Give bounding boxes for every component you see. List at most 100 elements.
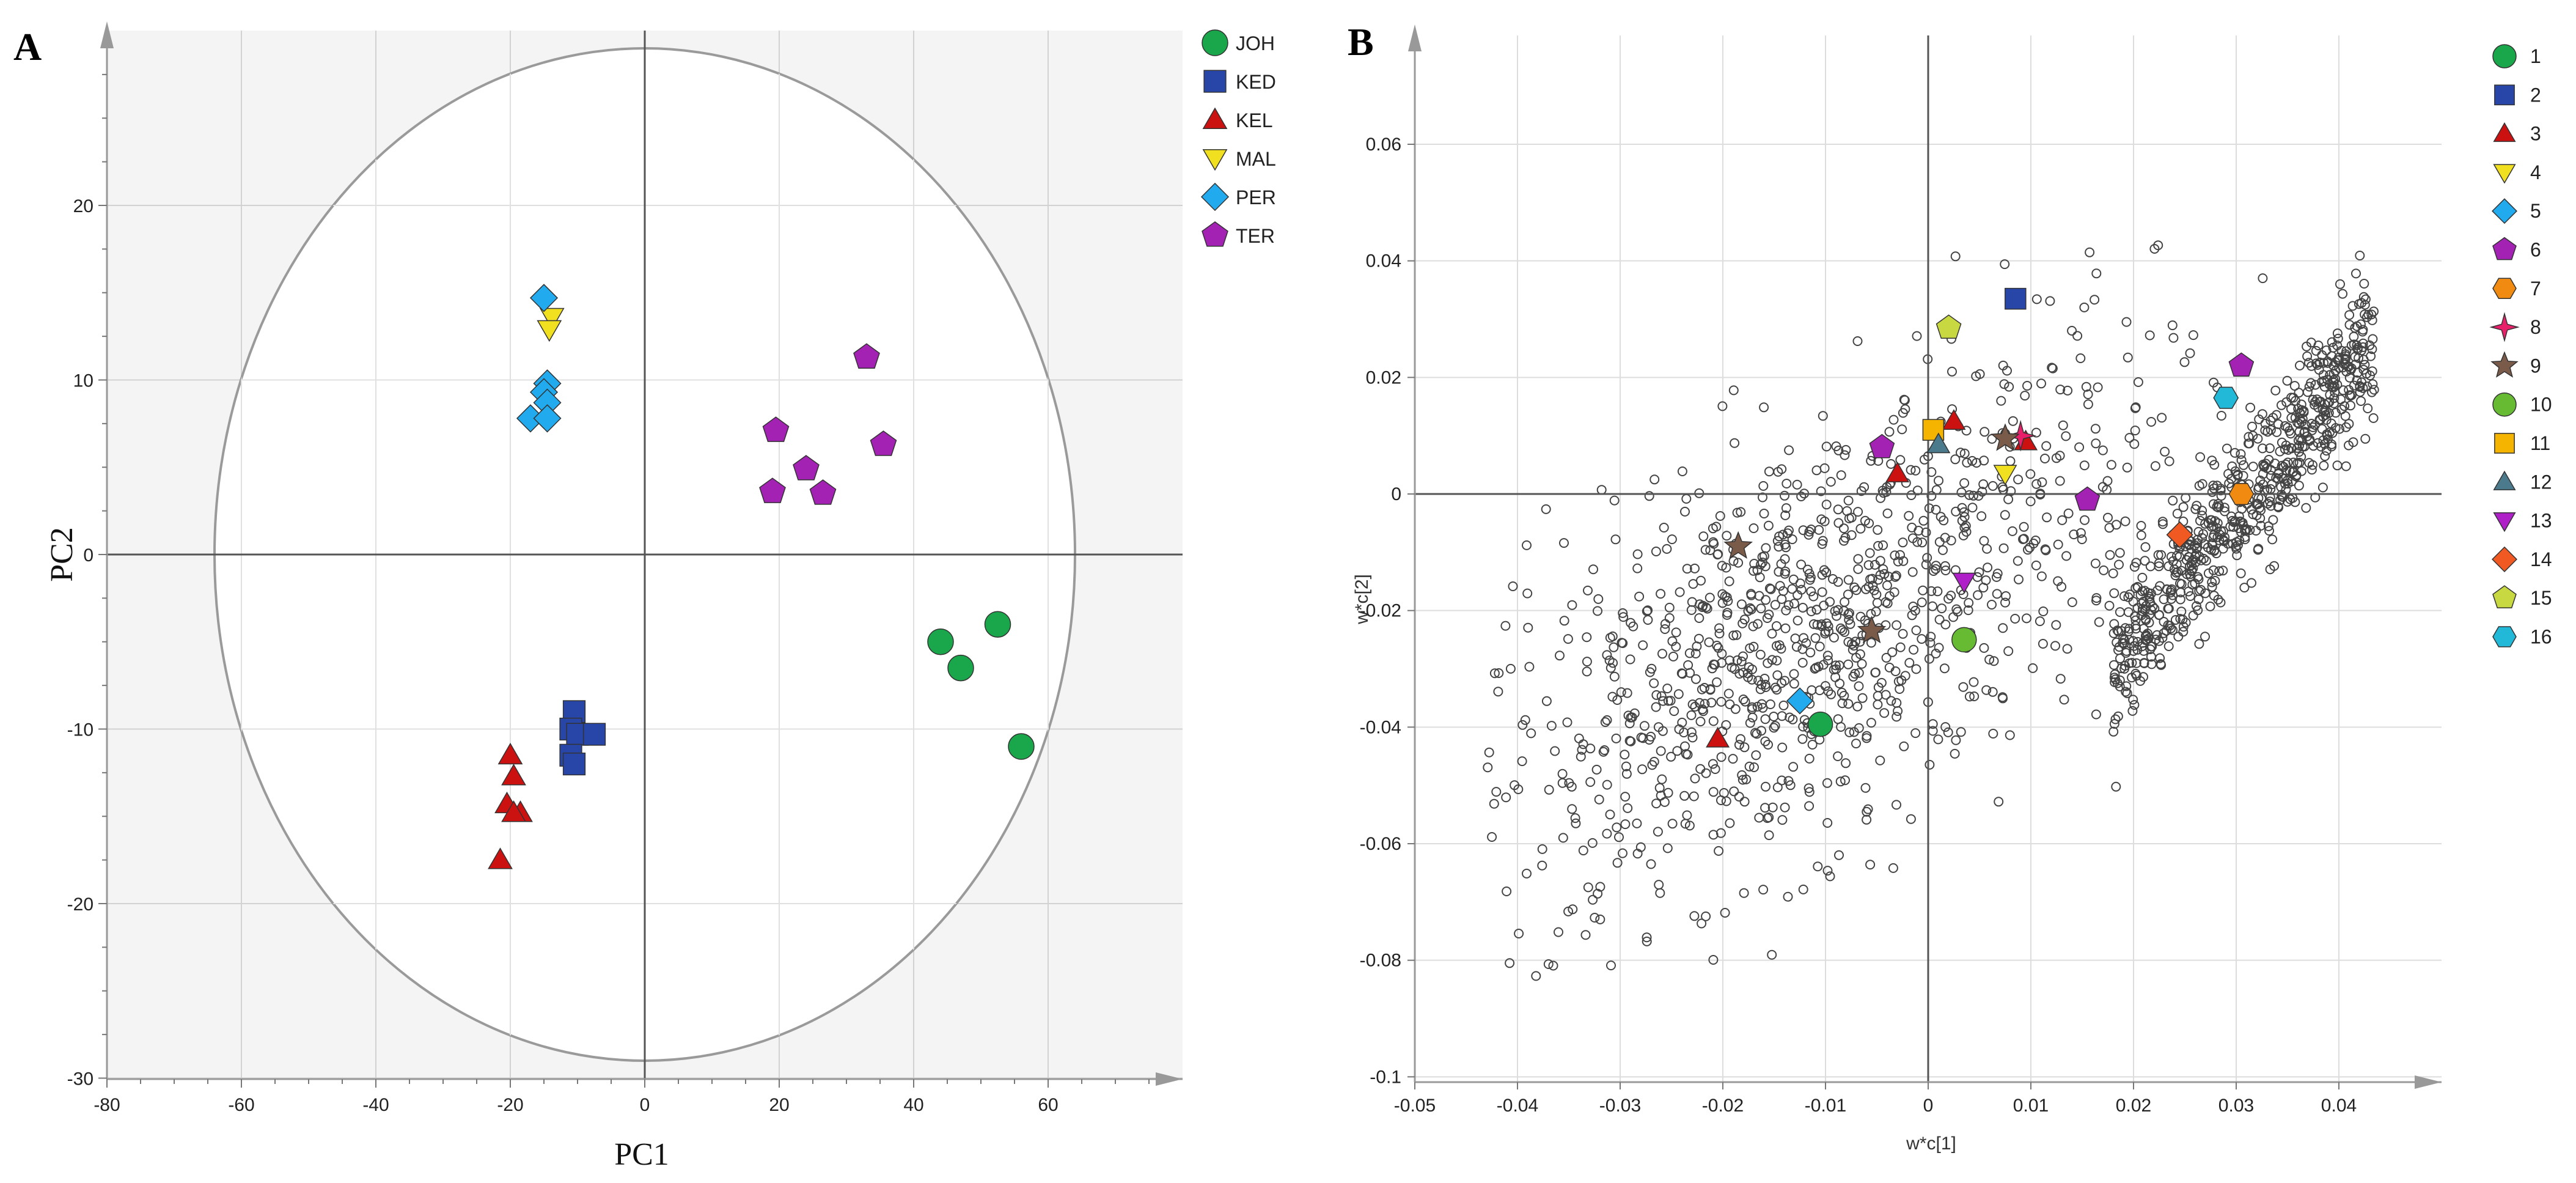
panel-b-loading-point bbox=[2013, 474, 2024, 485]
panel-b-loading-point bbox=[2335, 279, 2345, 289]
panel-b-x-tick-label: 0 bbox=[1923, 1096, 1934, 1116]
panel-b-loading-point bbox=[1642, 606, 1652, 616]
panel-b-loading-point bbox=[1653, 722, 1664, 732]
panel-b-loading-point bbox=[1828, 574, 1838, 584]
panel-b-loading-point bbox=[1806, 525, 1816, 534]
panel-b-legend-swatch-13 bbox=[2493, 512, 2516, 533]
panel-b-loading-point bbox=[2194, 639, 2204, 649]
panel-b-loading-point bbox=[1715, 511, 1725, 521]
panel-b-loading-point bbox=[2036, 378, 2046, 389]
panel-b-loading-point bbox=[1969, 490, 1978, 501]
panel-b-loading-point bbox=[1840, 450, 1850, 460]
panel-b-loading-point bbox=[1767, 655, 1777, 665]
panel-b-loading-point bbox=[1862, 806, 1872, 817]
panel-a-legend-swatch-mal bbox=[1202, 149, 1228, 171]
panel-b-loading-point bbox=[1843, 699, 1854, 709]
panel-a-legend: JOH KED KEL MAL PER TER bbox=[1200, 29, 1276, 247]
panel-b-loading-point bbox=[2028, 663, 2038, 673]
panel-b-loading-point bbox=[1559, 538, 1569, 548]
panel-b-legend-label-6: 6 bbox=[2530, 239, 2541, 261]
panel-b-loading-point bbox=[1755, 649, 1766, 660]
panel-b-loading-point bbox=[1736, 656, 1747, 666]
panel-b-loading-point bbox=[1789, 679, 1799, 689]
panel-b-loading-point bbox=[1979, 455, 1989, 466]
panel-b-loading-point bbox=[1822, 866, 1833, 876]
panel-b-loading-point bbox=[2194, 586, 2204, 596]
panel-b-x-tick-label: -0.02 bbox=[1702, 1096, 1744, 1116]
panel-b-loading-point bbox=[1626, 712, 1636, 723]
panel-b-loading-point bbox=[1563, 634, 1573, 644]
panel-b-point-6 bbox=[2074, 486, 2101, 511]
panel-b-loading-point bbox=[1796, 584, 1807, 595]
panel-b-loading-point bbox=[1804, 787, 1815, 797]
panel-a-legend-label-ked: KED bbox=[1236, 71, 1276, 93]
panel-b-loading-point bbox=[2346, 341, 2357, 351]
panel-b-loading-point bbox=[1931, 561, 1941, 571]
panel-b-loading-point bbox=[1607, 631, 1618, 641]
panel-b-loading-point bbox=[1587, 838, 1598, 848]
panel-b-loading-point bbox=[2346, 400, 2355, 411]
panel-b-loading-point bbox=[2297, 466, 2306, 476]
panel-b-loading-point bbox=[2081, 381, 2091, 392]
panel-b-loading-point bbox=[1889, 587, 1899, 597]
panel-b-loading-point bbox=[1733, 558, 1744, 568]
panel-b-loading-point bbox=[1618, 638, 1628, 648]
panel-b-loading-point bbox=[2311, 358, 2321, 369]
panel-b-loading-point bbox=[1806, 606, 1816, 616]
panel-b-loading-point bbox=[1969, 677, 1979, 687]
panel-b-loading-point bbox=[2085, 247, 2095, 257]
panel-b-loading-point bbox=[2109, 619, 2119, 629]
panel-b-loading-point bbox=[1739, 797, 1750, 807]
panel-b-loading-point bbox=[1834, 850, 1844, 860]
panel-b-loading-point bbox=[1837, 625, 1848, 635]
panel-b-loading-point bbox=[1626, 617, 1636, 628]
panel-b-loading-point bbox=[2005, 456, 2016, 466]
panel-b-loading-point bbox=[1893, 706, 1903, 716]
panel-b-loading-point bbox=[1588, 894, 1598, 905]
panel-b-loading-point bbox=[1934, 537, 1945, 547]
panel-b-loading-point bbox=[1918, 585, 1928, 595]
panel-b-legend-swatch-5 bbox=[2492, 198, 2517, 224]
panel-a-point-per bbox=[529, 284, 559, 312]
panel-b-loading-point bbox=[1578, 739, 1588, 750]
panel-b-loading-point bbox=[1697, 602, 1708, 612]
panel-b-loading-point bbox=[1987, 600, 1997, 610]
panel-b-loading-point bbox=[1708, 787, 1719, 797]
panel-b-loading-point bbox=[1940, 619, 1951, 630]
panel-b-loading-point bbox=[2083, 399, 2093, 410]
panel-b-loading-point bbox=[1934, 643, 1944, 653]
panel-b-loading-point bbox=[1537, 844, 1547, 854]
panel-b-loading-point bbox=[1738, 775, 1748, 785]
panel-b-loading-point bbox=[1963, 605, 1973, 616]
panel-b-loading-point bbox=[2124, 433, 2135, 443]
panel-b-loading-point bbox=[1672, 746, 1682, 756]
panel-b-loading-point bbox=[2031, 479, 2042, 489]
panel-b-loading-point bbox=[2218, 566, 2228, 576]
panel-b-loading-point bbox=[2000, 597, 2010, 608]
panel-b-loading-point bbox=[2146, 417, 2156, 427]
panel-b-loading-point bbox=[1708, 716, 1719, 726]
panel-b-y-tick-label: -0.02 bbox=[1360, 601, 1401, 621]
panel-b-loading-point bbox=[2317, 411, 2328, 422]
panel-a-x-tick-label: -20 bbox=[497, 1095, 523, 1115]
panel-b-loading-point bbox=[2369, 385, 2379, 395]
panel-b-loading-point bbox=[2176, 606, 2187, 617]
panel-b-loading-point bbox=[2358, 364, 2369, 375]
panel-b-loading-point bbox=[2121, 317, 2132, 327]
panel-a-y-tick-label: -20 bbox=[67, 894, 94, 915]
panel-b-loading-point bbox=[2277, 400, 2286, 410]
panel-b-loading-point bbox=[2188, 330, 2198, 341]
panel-b-loading-point bbox=[1853, 507, 1863, 517]
panel-b-loading-point bbox=[2325, 389, 2335, 400]
panel-b-loading-point bbox=[1855, 523, 1866, 534]
panel-b-loading-point bbox=[2355, 387, 2365, 397]
panel-b-loading-point bbox=[1833, 751, 1843, 761]
panel-b-loading-point bbox=[1694, 613, 1704, 623]
panel-b-loading-point bbox=[1837, 698, 1848, 709]
panel-b-loading-point bbox=[1843, 575, 1854, 585]
panel-b-loading-point bbox=[1747, 704, 1757, 714]
panel-b-loading-point bbox=[2206, 515, 2215, 525]
panel-b-legend-swatch-4 bbox=[2493, 164, 2516, 184]
panel-b-loading-point bbox=[1700, 699, 1710, 709]
panel-b-loading-point bbox=[1980, 427, 1990, 437]
